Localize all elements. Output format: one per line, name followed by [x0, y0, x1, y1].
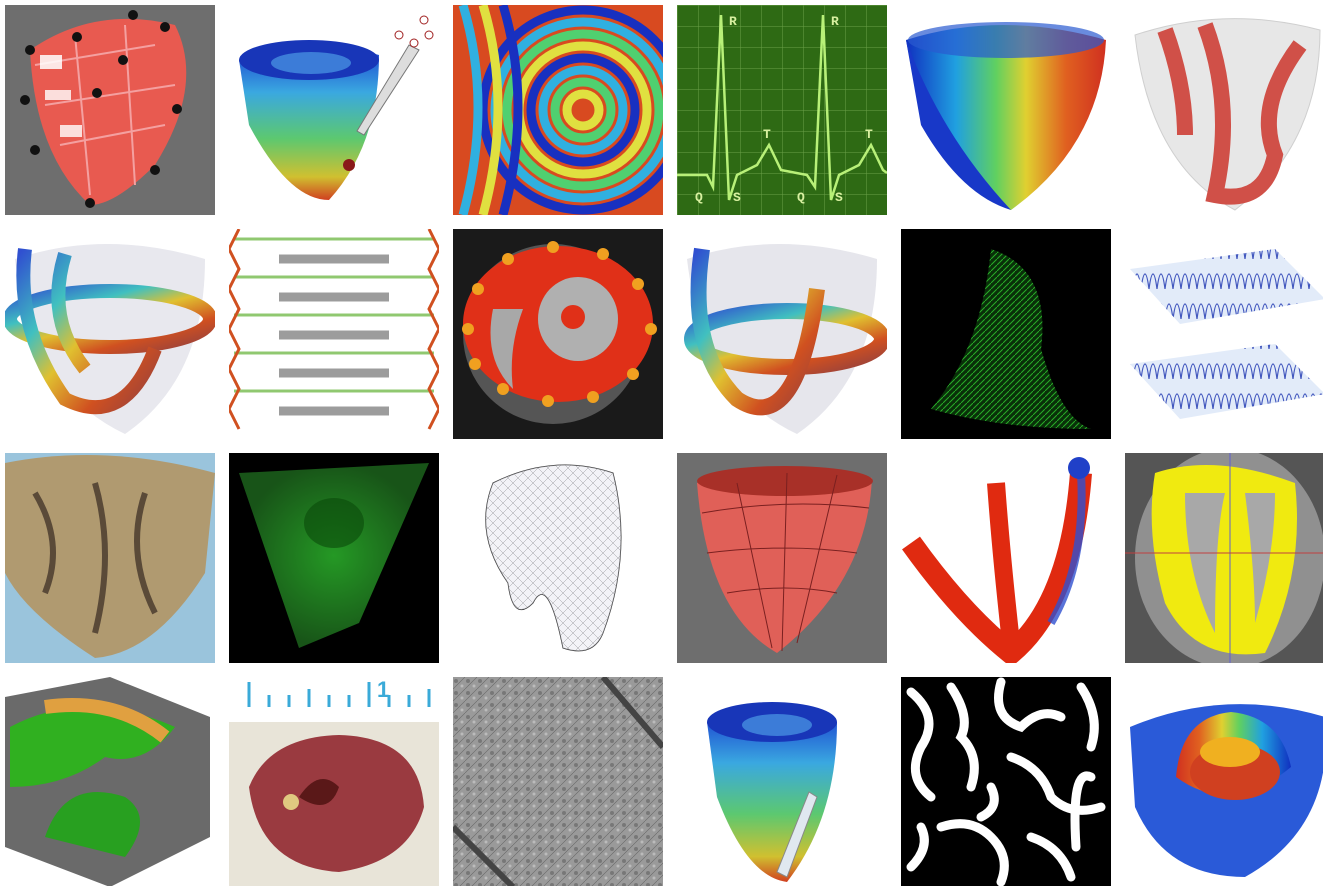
tile-cone-pipette: [229, 5, 439, 215]
tile-ct-yellow: [1125, 453, 1323, 663]
ecg-trace: [677, 14, 887, 201]
tile-sarcomere: [229, 229, 439, 439]
tile-coils: [1125, 229, 1323, 439]
ecg-label: T: [763, 127, 771, 142]
tile-red-mesh-heart: [677, 453, 887, 663]
ecg-label: T: [865, 127, 873, 142]
tile-y-section: [901, 453, 1111, 663]
ecg-label: S: [733, 190, 741, 205]
tile-ribbon-heart: [5, 229, 215, 439]
tile-cone-fibers: [677, 677, 887, 886]
tile-bowl-heart: [1125, 677, 1323, 886]
tile-ecg: R R T T Q S Q S: [677, 5, 887, 215]
ecg-label: Q: [797, 190, 805, 205]
tile-ribbon-heart-2: [677, 229, 887, 439]
tile-tissue-ruler: 1: [229, 677, 439, 886]
ecg-label: R: [729, 14, 737, 29]
tile-green-fibers: [901, 229, 1111, 439]
ecg-label: R: [831, 14, 839, 29]
tile-hex-surface: [5, 677, 215, 886]
tile-turing-pattern: [901, 677, 1111, 886]
ecg-label: S: [835, 190, 843, 205]
tile-spiral-waves: [453, 5, 663, 215]
tile-translucent-heart: [1125, 5, 1323, 215]
tile-mesh-heart: [5, 5, 215, 215]
tile-green-cell: [229, 453, 439, 663]
ecg-label: Q: [695, 190, 703, 205]
tile-ct-segmentation: [453, 229, 663, 439]
tile-em-texture: [453, 677, 663, 886]
ruler-label: 1: [377, 677, 389, 702]
tile-heart-specimen: [5, 453, 215, 663]
tile-wireframe-heart: [453, 453, 663, 663]
tile-activation-heart: [901, 5, 1111, 215]
